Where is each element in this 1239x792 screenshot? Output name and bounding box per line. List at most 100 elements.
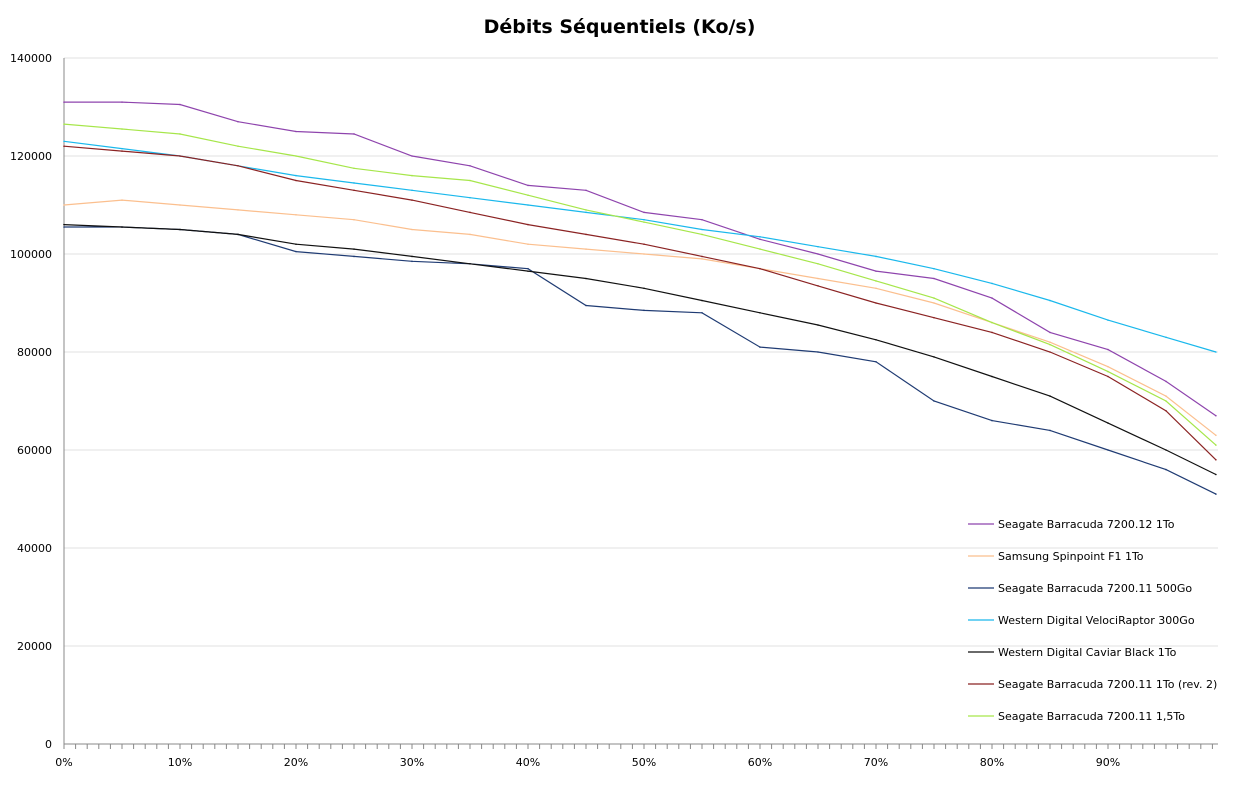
x-tick-label: 0%	[55, 756, 72, 769]
data-point	[1215, 493, 1217, 495]
series-line	[63, 123, 1217, 446]
data-point	[179, 103, 181, 106]
data-point	[469, 233, 471, 236]
data-point	[179, 133, 181, 135]
data-point	[527, 223, 529, 226]
data-point	[585, 209, 587, 211]
data-point	[817, 324, 819, 326]
data-point	[295, 243, 297, 245]
data-point	[411, 189, 413, 192]
x-tick-label: 20%	[284, 756, 308, 769]
data-point	[237, 165, 239, 167]
data-point	[295, 214, 297, 216]
data-point	[121, 101, 123, 103]
data-point	[933, 302, 935, 304]
y-tick-label: 40000	[17, 542, 52, 555]
series-line	[63, 199, 1217, 436]
y-tick-label: 0	[45, 738, 52, 751]
x-tick-label: 30%	[400, 756, 424, 769]
x-tick-label: 80%	[980, 756, 1004, 769]
data-point	[643, 218, 645, 221]
data-point	[295, 130, 297, 133]
x-tick-label: 50%	[632, 756, 656, 769]
data-point	[1107, 449, 1109, 451]
y-tick-label: 100000	[10, 248, 52, 261]
data-point	[63, 101, 65, 103]
data-point	[1107, 348, 1109, 351]
data-point	[585, 233, 587, 236]
data-point	[643, 243, 645, 245]
data-point	[701, 299, 703, 302]
y-tick-label: 140000	[10, 52, 52, 65]
legend-label: Seagate Barracuda 7200.12 1To	[998, 518, 1175, 531]
data-point	[933, 297, 935, 299]
data-point	[353, 133, 355, 135]
data-point	[411, 199, 413, 201]
data-point	[63, 204, 65, 206]
data-point	[643, 287, 645, 290]
data-point	[701, 218, 703, 221]
data-point	[527, 204, 529, 206]
data-point	[469, 196, 471, 199]
data-point	[1165, 400, 1167, 402]
data-point	[63, 226, 65, 228]
y-tick-label: 60000	[17, 444, 52, 457]
data-point	[1049, 395, 1051, 397]
data-point	[411, 155, 413, 157]
x-tick-label: 70%	[864, 756, 888, 769]
data-point	[353, 218, 355, 221]
data-point	[933, 356, 935, 358]
data-point	[1107, 365, 1109, 368]
data-point	[237, 209, 239, 211]
data-point	[353, 182, 355, 184]
data-point	[1107, 375, 1109, 378]
data-point	[121, 199, 123, 201]
data-point	[469, 211, 471, 214]
data-point	[701, 258, 703, 260]
data-point	[701, 312, 703, 314]
data-point	[759, 238, 761, 241]
data-point	[585, 248, 587, 250]
data-point	[1107, 319, 1109, 321]
data-point	[179, 228, 181, 231]
data-point	[817, 263, 819, 265]
data-point	[353, 167, 355, 170]
data-point	[875, 338, 877, 341]
legend-label: Western Digital Caviar Black 1To	[998, 646, 1177, 659]
y-tick-label: 120000	[10, 150, 52, 163]
data-point	[1049, 299, 1051, 302]
data-point	[817, 253, 819, 255]
data-point	[527, 194, 529, 196]
data-point	[353, 189, 355, 192]
data-point	[1049, 331, 1051, 334]
data-point	[585, 277, 587, 280]
data-point	[933, 277, 935, 280]
data-point	[875, 255, 877, 258]
series-line	[64, 226, 1217, 495]
data-point	[1215, 414, 1217, 417]
data-point	[237, 233, 239, 236]
series-line	[63, 140, 1217, 353]
data-point	[237, 120, 239, 123]
chart-title: Débits Séquentiels (Ko/s)	[483, 16, 756, 38]
data-point	[527, 243, 529, 245]
data-point	[411, 174, 413, 177]
data-point	[875, 302, 877, 304]
data-point	[295, 179, 297, 182]
data-point	[1165, 395, 1167, 397]
series-line	[64, 101, 1217, 417]
data-point	[933, 267, 935, 270]
data-point	[817, 285, 819, 287]
data-point	[933, 400, 935, 402]
data-point	[353, 255, 355, 258]
data-point	[1215, 434, 1217, 437]
data-point	[1165, 410, 1167, 412]
data-point	[643, 211, 645, 214]
data-point	[295, 155, 297, 157]
data-point	[991, 297, 993, 299]
data-point	[991, 282, 993, 285]
data-point	[1049, 429, 1051, 432]
x-tick-label: 40%	[516, 756, 540, 769]
data-point	[991, 321, 993, 324]
data-point	[295, 250, 297, 253]
